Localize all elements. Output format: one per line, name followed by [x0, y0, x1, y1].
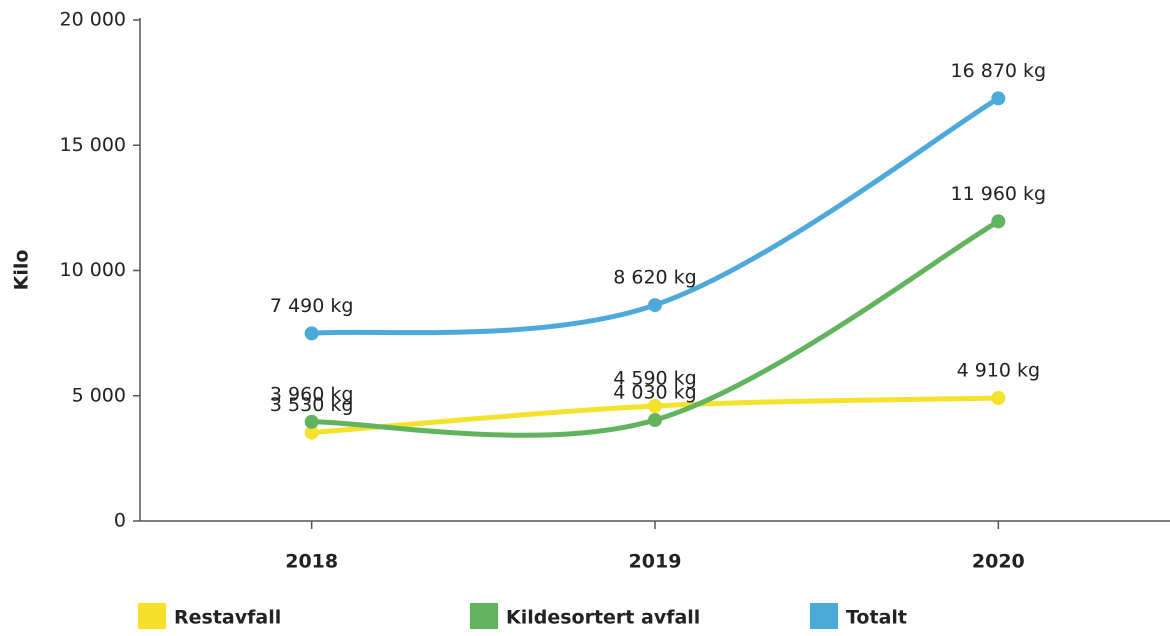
data-point	[648, 413, 662, 428]
y-tick-label: 20 000	[60, 9, 126, 31]
data-label: 4 910 kg	[957, 360, 1041, 382]
legend-swatch	[138, 603, 166, 629]
y-tick-label: 10 000	[60, 259, 126, 281]
data-label: 11 960 kg	[951, 183, 1047, 205]
data-point	[304, 414, 319, 429]
y-axis-label: Kilo	[11, 250, 33, 291]
legend-label: Kildesortert avfall	[506, 607, 700, 629]
x-tick-label: 2018	[285, 551, 338, 573]
data-point	[648, 298, 662, 313]
y-tick-label: 0	[114, 510, 126, 532]
data-point	[991, 91, 1006, 106]
legend-label: Totalt	[846, 607, 907, 629]
data-point	[991, 391, 1006, 406]
legend-label: Restavfall	[174, 607, 281, 629]
data-label: 3 960 kg	[270, 383, 354, 405]
data-point	[991, 214, 1006, 229]
y-tick-label: 5 000	[72, 384, 126, 406]
y-tick-label: 15 000	[60, 134, 126, 156]
data-label: 4 590 kg	[613, 368, 697, 390]
data-label: 8 620 kg	[613, 267, 697, 289]
data-label: 4 030 kg	[613, 382, 697, 404]
data-label: 16 870 kg	[951, 60, 1047, 82]
data-label: 3 530 kg	[270, 394, 354, 416]
legend-swatch	[810, 603, 838, 629]
data-label: 7 490 kg	[270, 295, 354, 317]
data-point	[304, 326, 319, 341]
data-point	[304, 425, 319, 440]
x-tick-label: 2020	[972, 551, 1025, 573]
legend-swatch	[470, 603, 498, 629]
x-tick-label: 2019	[629, 551, 682, 573]
data-point	[648, 399, 662, 414]
